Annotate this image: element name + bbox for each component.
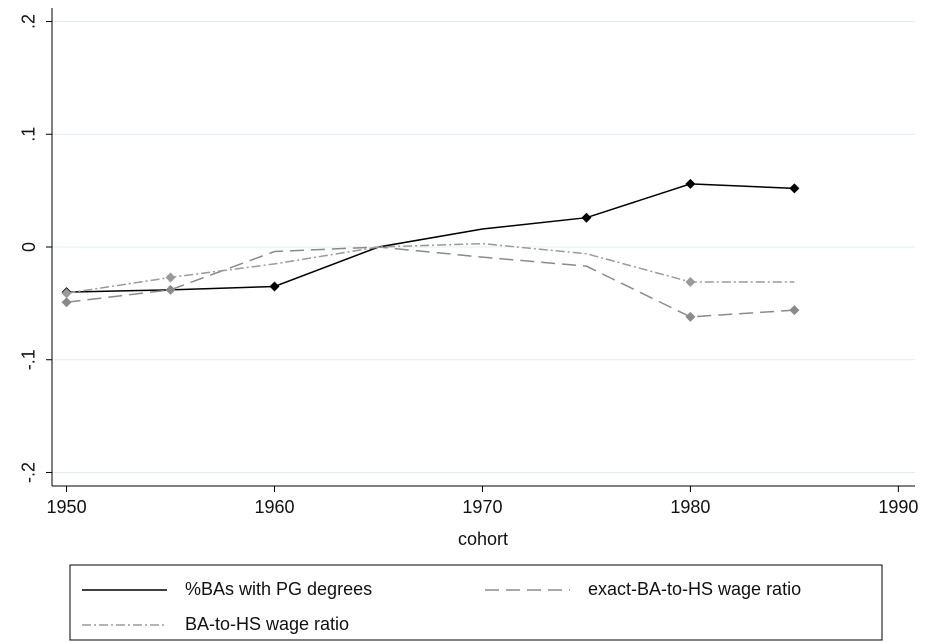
y-tick-label: -.2 xyxy=(19,462,39,483)
point-marker xyxy=(269,281,280,292)
legend-box xyxy=(69,564,883,641)
y-tick-label: .1 xyxy=(19,127,39,142)
x-tick-label: 1990 xyxy=(878,497,918,517)
x-tick-label: 1950 xyxy=(47,497,87,517)
y-tick-label: -.1 xyxy=(19,349,39,370)
legend-label: BA-to-HS wage ratio xyxy=(185,614,349,634)
point-marker xyxy=(685,311,696,322)
point-marker xyxy=(165,272,176,283)
point-marker xyxy=(581,212,592,223)
series-line xyxy=(66,242,795,294)
point-marker xyxy=(165,284,176,295)
point-marker xyxy=(61,297,72,308)
x-tick-label: 1960 xyxy=(254,497,294,517)
y-tick-label: 0 xyxy=(19,242,39,252)
legend-label: %BAs with PG degrees xyxy=(185,579,372,599)
point-marker xyxy=(789,305,800,316)
x-tick-label: 1970 xyxy=(462,497,502,517)
series-line xyxy=(66,183,795,293)
point-marker xyxy=(685,276,696,287)
legend-label: exact-BA-to-HS wage ratio xyxy=(588,579,801,599)
y-tick-label: .2 xyxy=(19,14,39,29)
series-line xyxy=(66,246,795,318)
point-marker xyxy=(789,183,800,194)
point-marker xyxy=(61,288,72,299)
x-axis-title: cohort xyxy=(458,529,508,549)
x-tick-label: 1980 xyxy=(670,497,710,517)
point-marker xyxy=(685,178,696,189)
